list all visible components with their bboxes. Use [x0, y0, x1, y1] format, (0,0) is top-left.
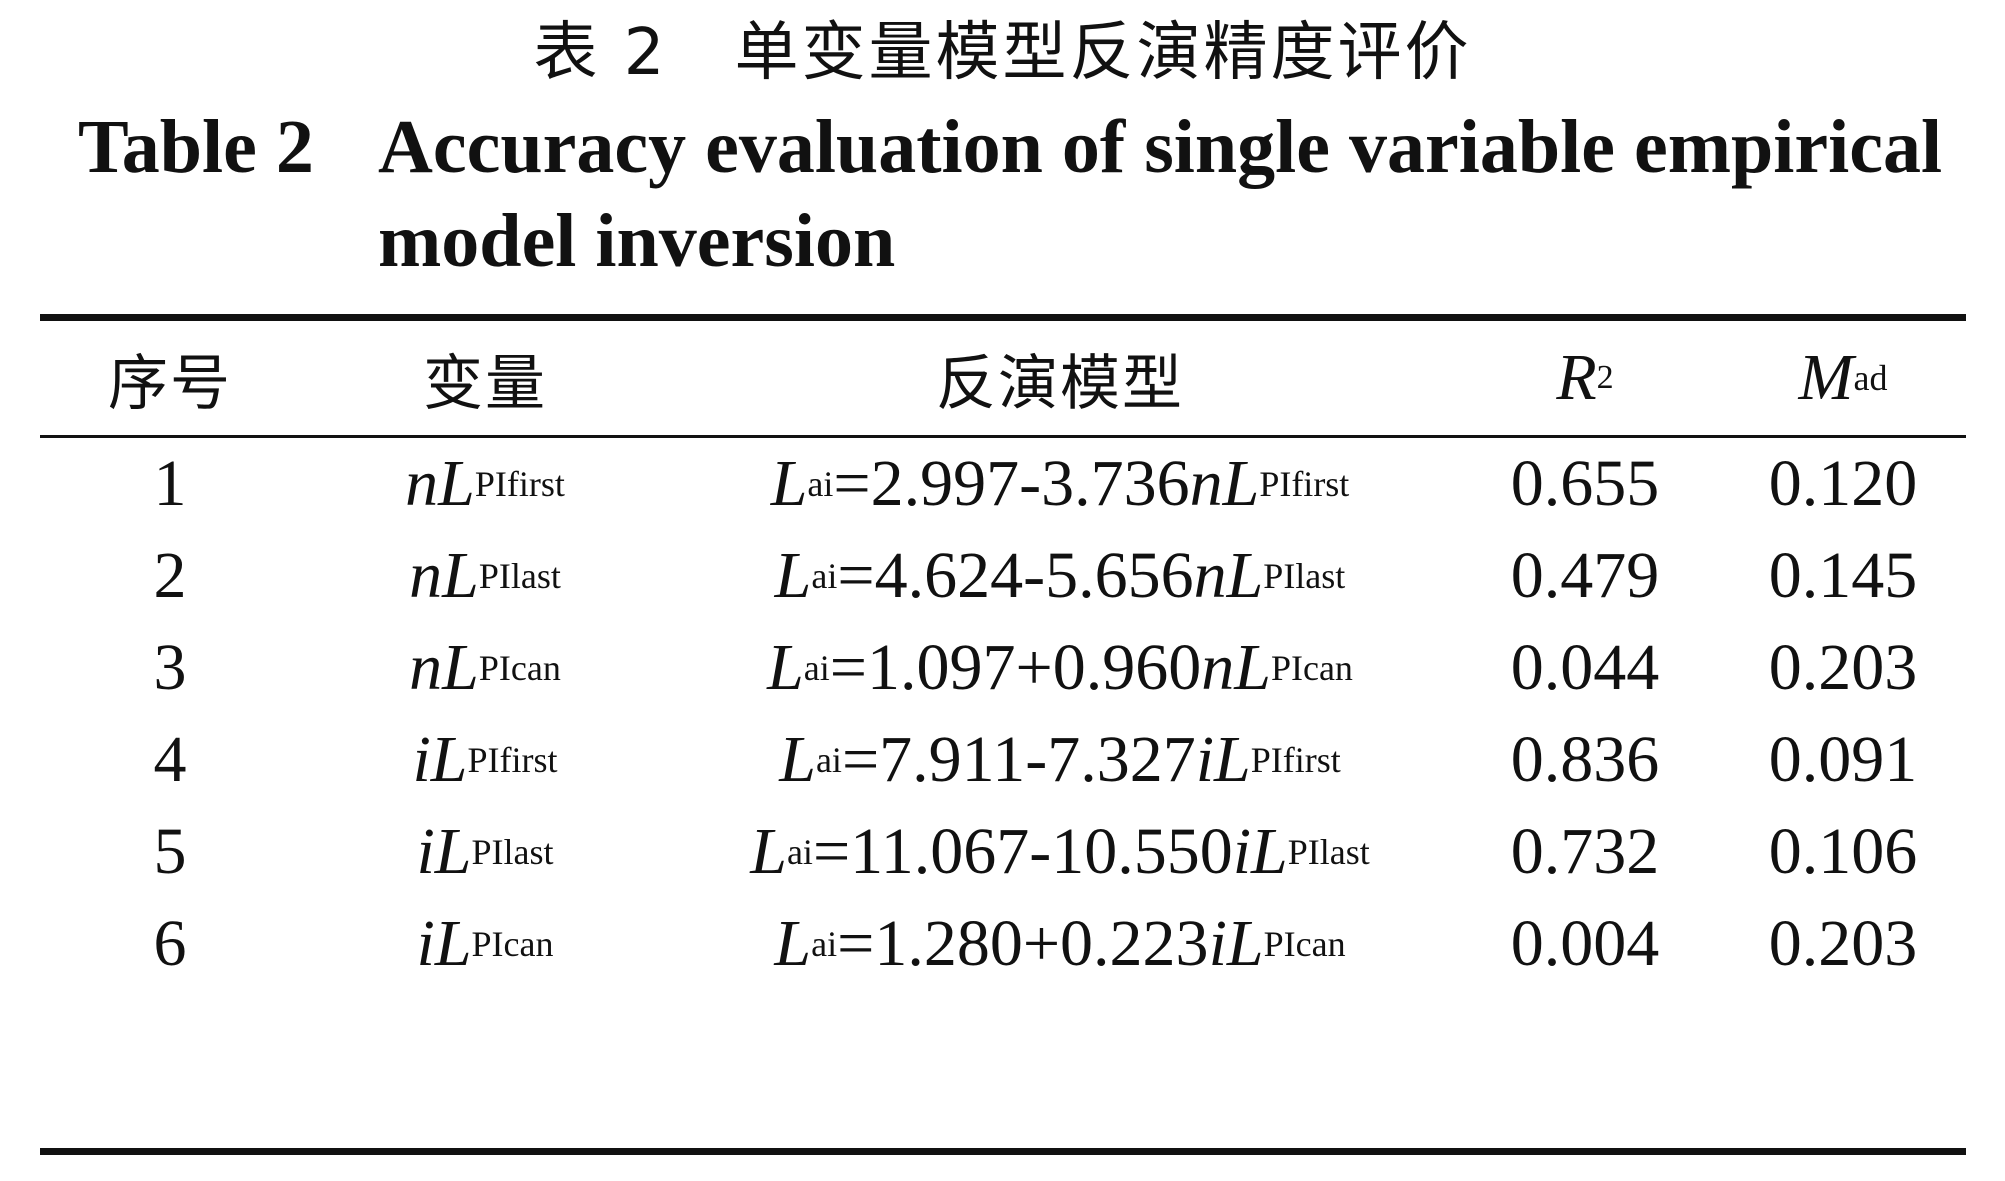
- model-coefficients: =7.911-7.327: [841, 723, 1196, 796]
- row-r2: 0.479: [1510, 539, 1660, 612]
- model-lhs-subscript: ai: [803, 648, 830, 688]
- model-variable-subscript: PIcan: [1263, 924, 1346, 964]
- row-index: 1: [153, 447, 187, 520]
- header-rule: [40, 435, 1966, 438]
- header-mad-base: M: [1798, 341, 1854, 414]
- variable-subscript: PIfirst: [474, 464, 565, 504]
- model-lhs-subscript: ai: [811, 924, 838, 964]
- model-lhs-subscript: ai: [815, 740, 842, 780]
- header-r2-sup: 2: [1596, 359, 1614, 396]
- model-variable: nL: [1193, 539, 1264, 612]
- table-label: Table 2: [78, 105, 314, 189]
- model-lhs: L: [750, 815, 787, 888]
- row-r2: 0.732: [1510, 815, 1660, 888]
- top-rule: [40, 314, 1966, 321]
- model-variable-subscript: PIfirst: [1250, 740, 1341, 780]
- model-coefficients: =1.280+0.223: [837, 907, 1209, 980]
- row-index: 5: [153, 815, 187, 888]
- row-r2: 0.655: [1510, 447, 1660, 520]
- variable-subscript: PIlast: [478, 556, 561, 596]
- model-lhs: L: [770, 447, 808, 520]
- row-index: 6: [153, 907, 187, 980]
- variable-symbol: iL: [416, 907, 472, 980]
- model-variable: iL: [1208, 907, 1264, 980]
- model-lhs-subscript: ai: [807, 464, 834, 504]
- model-coefficients: =1.097+0.960: [829, 631, 1202, 704]
- header-index: 序号: [108, 348, 232, 419]
- row-variable: iL PIfirst: [300, 714, 670, 806]
- row-mad: 0.120: [1768, 447, 1918, 520]
- variable-symbol: iL: [412, 723, 468, 796]
- model-lhs: L: [779, 723, 816, 796]
- model-coefficients: =2.997-3.736: [833, 447, 1190, 520]
- row-variable: iL PIcan: [300, 898, 670, 990]
- table-title-chinese: 表 2 单变量模型反演精度评价: [533, 16, 1472, 90]
- model-variable-subscript: PIfirst: [1259, 464, 1350, 504]
- model-variable-subscript: PIlast: [1287, 832, 1370, 872]
- row-index: 3: [153, 631, 187, 704]
- row-r2: 0.044: [1510, 631, 1660, 704]
- row-r2: 0.004: [1510, 907, 1660, 980]
- model-variable: iL: [1232, 815, 1288, 888]
- variable-symbol: nL: [409, 631, 479, 704]
- variable-subscript: PIfirst: [467, 740, 558, 780]
- bottom-rule: [40, 1148, 1966, 1155]
- row-variable: nL PIlast: [300, 530, 670, 622]
- row-variable: iL PIlast: [300, 806, 670, 898]
- row-index: 2: [153, 539, 187, 612]
- row-mad: 0.091: [1768, 723, 1918, 796]
- variable-subscript: PIcan: [478, 648, 561, 688]
- row-variable: nL PIfirst: [300, 438, 670, 530]
- model-variable-subscript: PIcan: [1270, 648, 1353, 688]
- model-lhs: L: [774, 539, 812, 612]
- model-variable: nL: [1189, 447, 1260, 520]
- model-coefficients: =11.067-10.550: [812, 815, 1233, 888]
- header-r2-base: R: [1556, 341, 1597, 414]
- variable-symbol: nL: [405, 447, 475, 520]
- model-variable: iL: [1195, 723, 1251, 796]
- model-variable-subscript: PIlast: [1263, 556, 1346, 596]
- variable-symbol: iL: [416, 815, 472, 888]
- variable-subscript: PIcan: [471, 924, 554, 964]
- model-lhs-subscript: ai: [811, 556, 838, 596]
- model-lhs: L: [767, 631, 804, 704]
- header-mad-sub: ad: [1853, 358, 1888, 398]
- row-mad: 0.106: [1768, 815, 1918, 888]
- table-caption-text: Accuracy evaluation of single variable e…: [378, 105, 1943, 283]
- row-mad: 0.203: [1768, 907, 1918, 980]
- variable-subscript: PIlast: [471, 832, 554, 872]
- model-lhs-subscript: ai: [786, 832, 813, 872]
- row-index: 4: [153, 723, 187, 796]
- model-lhs: L: [774, 907, 812, 980]
- row-mad: 0.145: [1768, 539, 1918, 612]
- header-variable: 变量: [423, 348, 547, 419]
- row-mad: 0.203: [1768, 631, 1918, 704]
- model-variable: nL: [1201, 631, 1271, 704]
- model-coefficients: =4.624-5.656: [837, 539, 1194, 612]
- row-r2: 0.836: [1510, 723, 1660, 796]
- header-model: 反演模型: [936, 348, 1184, 419]
- row-variable: nL PIcan: [300, 622, 670, 714]
- variable-symbol: nL: [409, 539, 479, 612]
